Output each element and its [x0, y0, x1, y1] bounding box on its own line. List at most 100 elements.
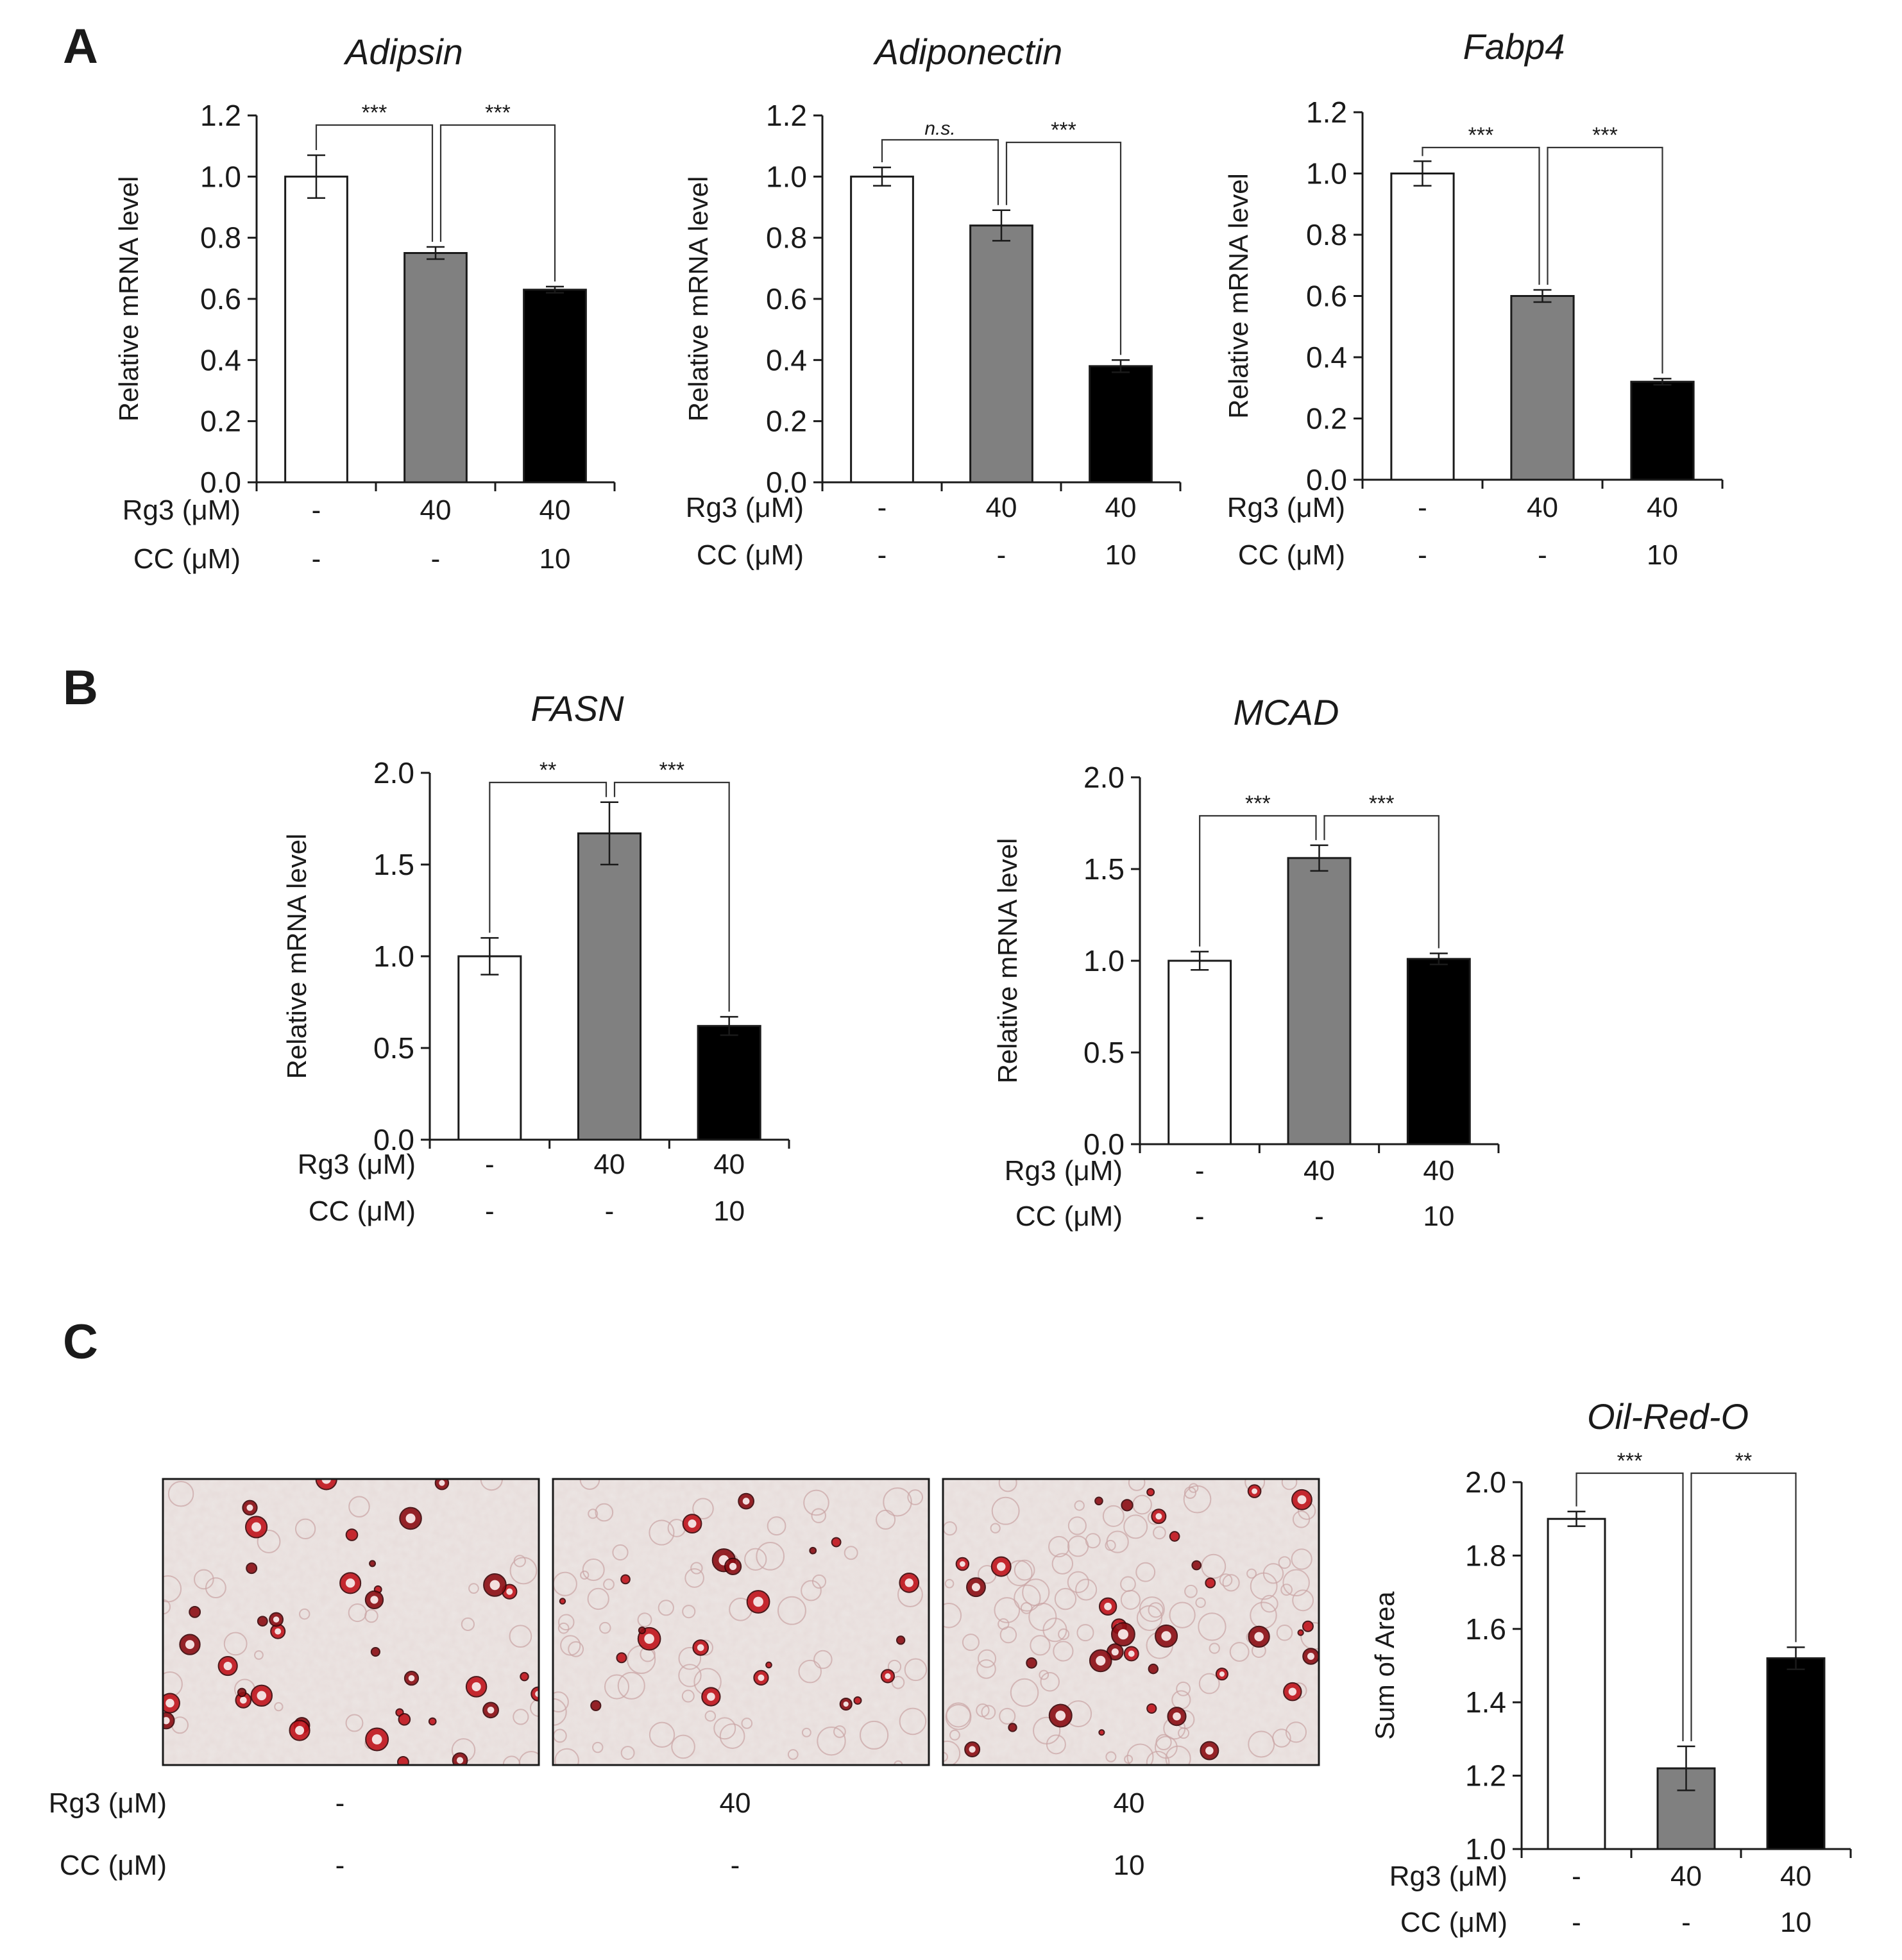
y-tick-label: 0.2	[1306, 402, 1347, 435]
y-tick-label: 0.2	[766, 405, 807, 438]
y-tick-label: 0.8	[766, 221, 807, 255]
faint-cell	[620, 1746, 635, 1760]
micrograph-rg3-value: 40	[720, 1787, 751, 1819]
faint-cell	[1222, 1574, 1240, 1592]
faint-cell	[719, 1723, 745, 1749]
droplet-core	[370, 1596, 378, 1604]
faint-cell	[999, 1626, 1017, 1644]
faint-cell	[704, 1710, 717, 1722]
faint-cell	[1201, 1553, 1227, 1579]
rg3-value: 40	[1303, 1155, 1335, 1187]
faint-cell	[299, 1608, 310, 1620]
droplet-core	[843, 1701, 849, 1707]
chart-title: Adipsin	[343, 31, 463, 72]
faint-cell	[592, 1741, 604, 1753]
micrograph-rg3-value: 40	[1114, 1787, 1145, 1819]
droplet-core	[742, 1498, 750, 1505]
droplet-core	[371, 1734, 382, 1745]
faint-cell	[833, 1725, 846, 1738]
faint-cell	[1292, 1589, 1314, 1612]
rg3-value: -	[1572, 1861, 1581, 1892]
cc-value: -	[1681, 1907, 1691, 1938]
lipid-droplet	[1146, 1703, 1157, 1714]
droplet-core	[257, 1691, 267, 1701]
faint-cell	[1281, 1479, 1298, 1491]
micrograph-texture	[163, 1479, 539, 1765]
cc-value: 10	[713, 1195, 745, 1227]
rg3-value: -	[878, 492, 887, 523]
droplet-core	[996, 1562, 1006, 1571]
rg3-value: 40	[594, 1149, 625, 1180]
bar-chart-oil-red-o: Oil-Red-O 1.0 1.2 1.4 1.6 1.8 2.0 Sum of Area **…	[1370, 1396, 1852, 1938]
y-axis-label: Relative mRNA level	[114, 176, 144, 422]
significance-label: ***	[1245, 791, 1271, 816]
lipid-droplet	[616, 1652, 627, 1664]
faint-cell	[163, 1575, 182, 1603]
faint-cell	[588, 1508, 599, 1519]
significance-bracket	[881, 139, 999, 205]
droplet-core	[1205, 1746, 1214, 1755]
cc-value: -	[878, 539, 887, 571]
faint-cell	[813, 1650, 833, 1669]
y-tick-label: 1.0	[373, 940, 414, 973]
faint-cell	[811, 1574, 827, 1589]
faint-cell	[787, 1749, 799, 1760]
faint-cell	[1054, 1587, 1077, 1610]
micrograph-control	[162, 1478, 540, 1766]
cc-value: -	[1195, 1201, 1205, 1232]
cc-value: 10	[539, 543, 571, 575]
faint-cell	[1280, 1584, 1293, 1596]
faint-cell	[1209, 1643, 1220, 1654]
faint-cell	[999, 1707, 1016, 1725]
droplet-core	[223, 1661, 232, 1671]
faint-cell	[1153, 1526, 1166, 1540]
micrograph-panel	[162, 1478, 1320, 1766]
chart-title: FASN	[531, 688, 624, 729]
faint-cell	[946, 1702, 971, 1728]
lipid-droplet	[1191, 1560, 1202, 1571]
droplet-core	[1307, 1652, 1314, 1660]
faint-cell	[1278, 1556, 1291, 1569]
droplet-core	[321, 1479, 331, 1484]
micrograph-texture	[553, 1479, 929, 1765]
faint-cell	[637, 1612, 652, 1628]
cc-value: -	[1538, 539, 1547, 571]
faint-cell	[756, 1541, 785, 1571]
cc-value: 10	[1105, 539, 1137, 571]
y-tick-label: 0.4	[766, 343, 807, 376]
cc-row-label: CC (μM)	[1238, 539, 1345, 571]
chart-title: Adiponectin	[873, 31, 1063, 72]
y-tick-label: 1.2	[1465, 1759, 1506, 1793]
rg3-value: -	[312, 494, 321, 526]
rg3-value: 40	[1423, 1155, 1454, 1187]
y-tick-label: 0.8	[200, 221, 241, 255]
faint-cell	[692, 1498, 714, 1520]
faint-cell	[817, 1726, 846, 1756]
faint-cell	[1148, 1602, 1164, 1618]
significance-bracket	[1690, 1472, 1797, 1741]
droplet-core	[1297, 1495, 1307, 1505]
micrograph-frame	[162, 1478, 540, 1766]
droplet-core	[1252, 1488, 1258, 1494]
lipid-droplet	[559, 1598, 566, 1605]
bar	[1089, 365, 1153, 484]
droplet-core	[706, 1693, 715, 1701]
droplet-core	[1288, 1687, 1297, 1696]
y-tick-label: 0.4	[1306, 341, 1347, 374]
droplet-core	[295, 1726, 305, 1736]
faint-cell	[907, 1489, 924, 1505]
rg3-value: 40	[539, 494, 571, 526]
bar	[577, 832, 642, 1141]
faint-cell	[1028, 1602, 1057, 1632]
faint-cell	[990, 1523, 1001, 1533]
faint-cell	[617, 1671, 645, 1700]
faint-cell	[798, 1659, 822, 1684]
micrograph-cc-value: -	[731, 1850, 740, 1881]
y-tick-label: 1.0	[1083, 944, 1125, 977]
rg3-value: 40	[986, 492, 1017, 523]
faint-cell	[1014, 1559, 1035, 1581]
y-axis-label: Relative mRNA level	[683, 176, 713, 422]
rg3-value: -	[485, 1149, 495, 1180]
faint-cell	[684, 1568, 704, 1588]
bar	[284, 175, 348, 484]
